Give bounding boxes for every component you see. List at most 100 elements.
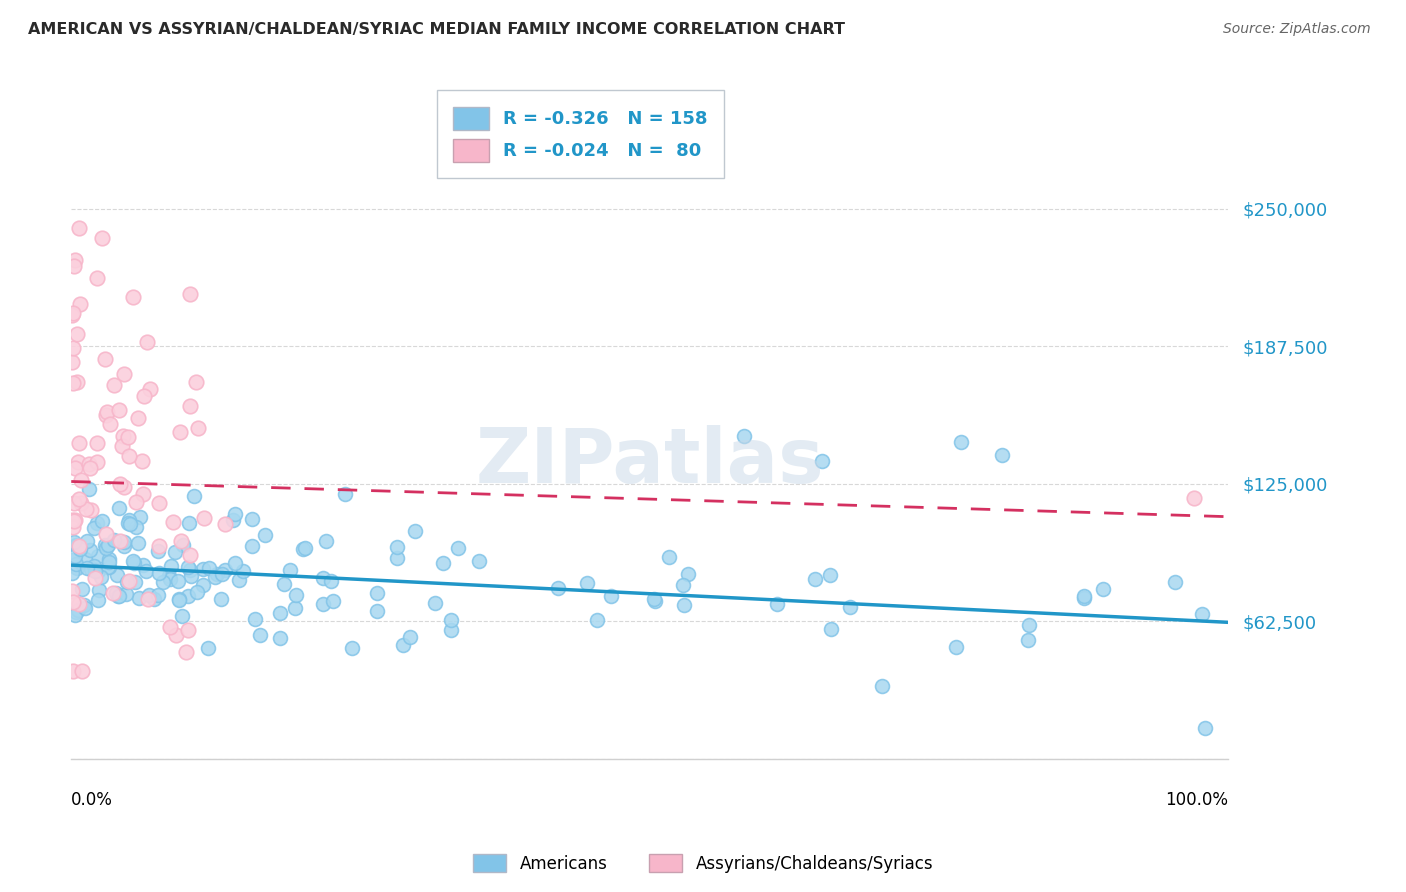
Point [191, 562, 214, 576]
Point [105, 586, 128, 600]
Point [112, 540, 135, 554]
Point [205, 566, 228, 581]
Point [83, 564, 105, 578]
Point [136, 592, 159, 607]
Point [273, 577, 295, 591]
Point [312, 571, 335, 585]
Point [69, 297, 91, 311]
Point [62, 306, 84, 320]
Point [291, 541, 314, 556]
Point [447, 541, 470, 555]
Point [62, 520, 84, 534]
Point [820, 622, 842, 636]
Point [111, 439, 134, 453]
Point [820, 568, 842, 582]
Point [103, 533, 125, 548]
Point [98, 555, 121, 569]
Point [128, 509, 150, 524]
Point [96, 405, 118, 419]
Point [214, 517, 236, 532]
Point [65, 253, 87, 268]
Point [120, 517, 142, 532]
Point [103, 378, 125, 392]
Point [1091, 582, 1114, 596]
Point [90, 231, 112, 245]
Point [187, 421, 209, 435]
Text: ZIPatlas: ZIPatlas [475, 425, 824, 499]
Point [65, 605, 87, 619]
Point [76, 560, 98, 574]
Point [599, 589, 621, 603]
Point [1164, 574, 1187, 589]
Point [179, 563, 201, 577]
Point [112, 428, 135, 442]
Point [340, 641, 363, 656]
Point [66, 603, 89, 617]
Text: Source: ZipAtlas.com: Source: ZipAtlas.com [1223, 22, 1371, 37]
Point [63, 607, 86, 622]
Point [425, 596, 447, 610]
Point [86, 271, 108, 285]
Point [94, 527, 117, 541]
Point [86, 516, 108, 531]
Point [179, 548, 201, 562]
Point [83, 521, 105, 535]
Point [138, 588, 160, 602]
Point [63, 549, 86, 563]
Point [98, 417, 121, 431]
Point [86, 455, 108, 469]
Point [89, 583, 111, 598]
Point [575, 576, 598, 591]
Point [148, 566, 170, 580]
Point [67, 220, 90, 235]
Point [66, 375, 89, 389]
Point [285, 588, 308, 602]
Point [222, 513, 245, 527]
Point [167, 574, 190, 588]
Point [108, 501, 131, 516]
Point [105, 567, 128, 582]
Point [135, 334, 157, 349]
Point [366, 585, 388, 599]
Point [65, 561, 87, 575]
Point [63, 514, 86, 528]
Point [385, 551, 408, 566]
Point [66, 326, 89, 341]
Point [139, 382, 162, 396]
Point [547, 581, 569, 595]
Point [209, 592, 232, 607]
Point [115, 574, 138, 589]
Point [97, 560, 120, 574]
Point [240, 512, 263, 526]
Point [87, 564, 110, 578]
Point [112, 367, 135, 381]
Point [79, 543, 101, 558]
Point [135, 564, 157, 578]
Point [76, 534, 98, 549]
Point [70, 496, 93, 510]
Point [176, 645, 198, 659]
Point [170, 533, 193, 548]
Point [183, 489, 205, 503]
Point [167, 593, 190, 607]
Point [765, 598, 787, 612]
Point [172, 538, 194, 552]
Point [70, 664, 93, 678]
Point [63, 460, 86, 475]
Point [949, 435, 972, 450]
Point [193, 510, 215, 524]
Point [186, 585, 208, 599]
Point [75, 501, 97, 516]
Point [86, 435, 108, 450]
Point [60, 308, 83, 322]
Point [132, 389, 155, 403]
Point [118, 449, 141, 463]
Point [803, 572, 825, 586]
Point [432, 556, 454, 570]
Point [146, 588, 169, 602]
Point [62, 595, 84, 609]
Point [404, 524, 426, 539]
Point [1182, 491, 1205, 505]
Point [232, 564, 254, 578]
Point [214, 563, 236, 577]
